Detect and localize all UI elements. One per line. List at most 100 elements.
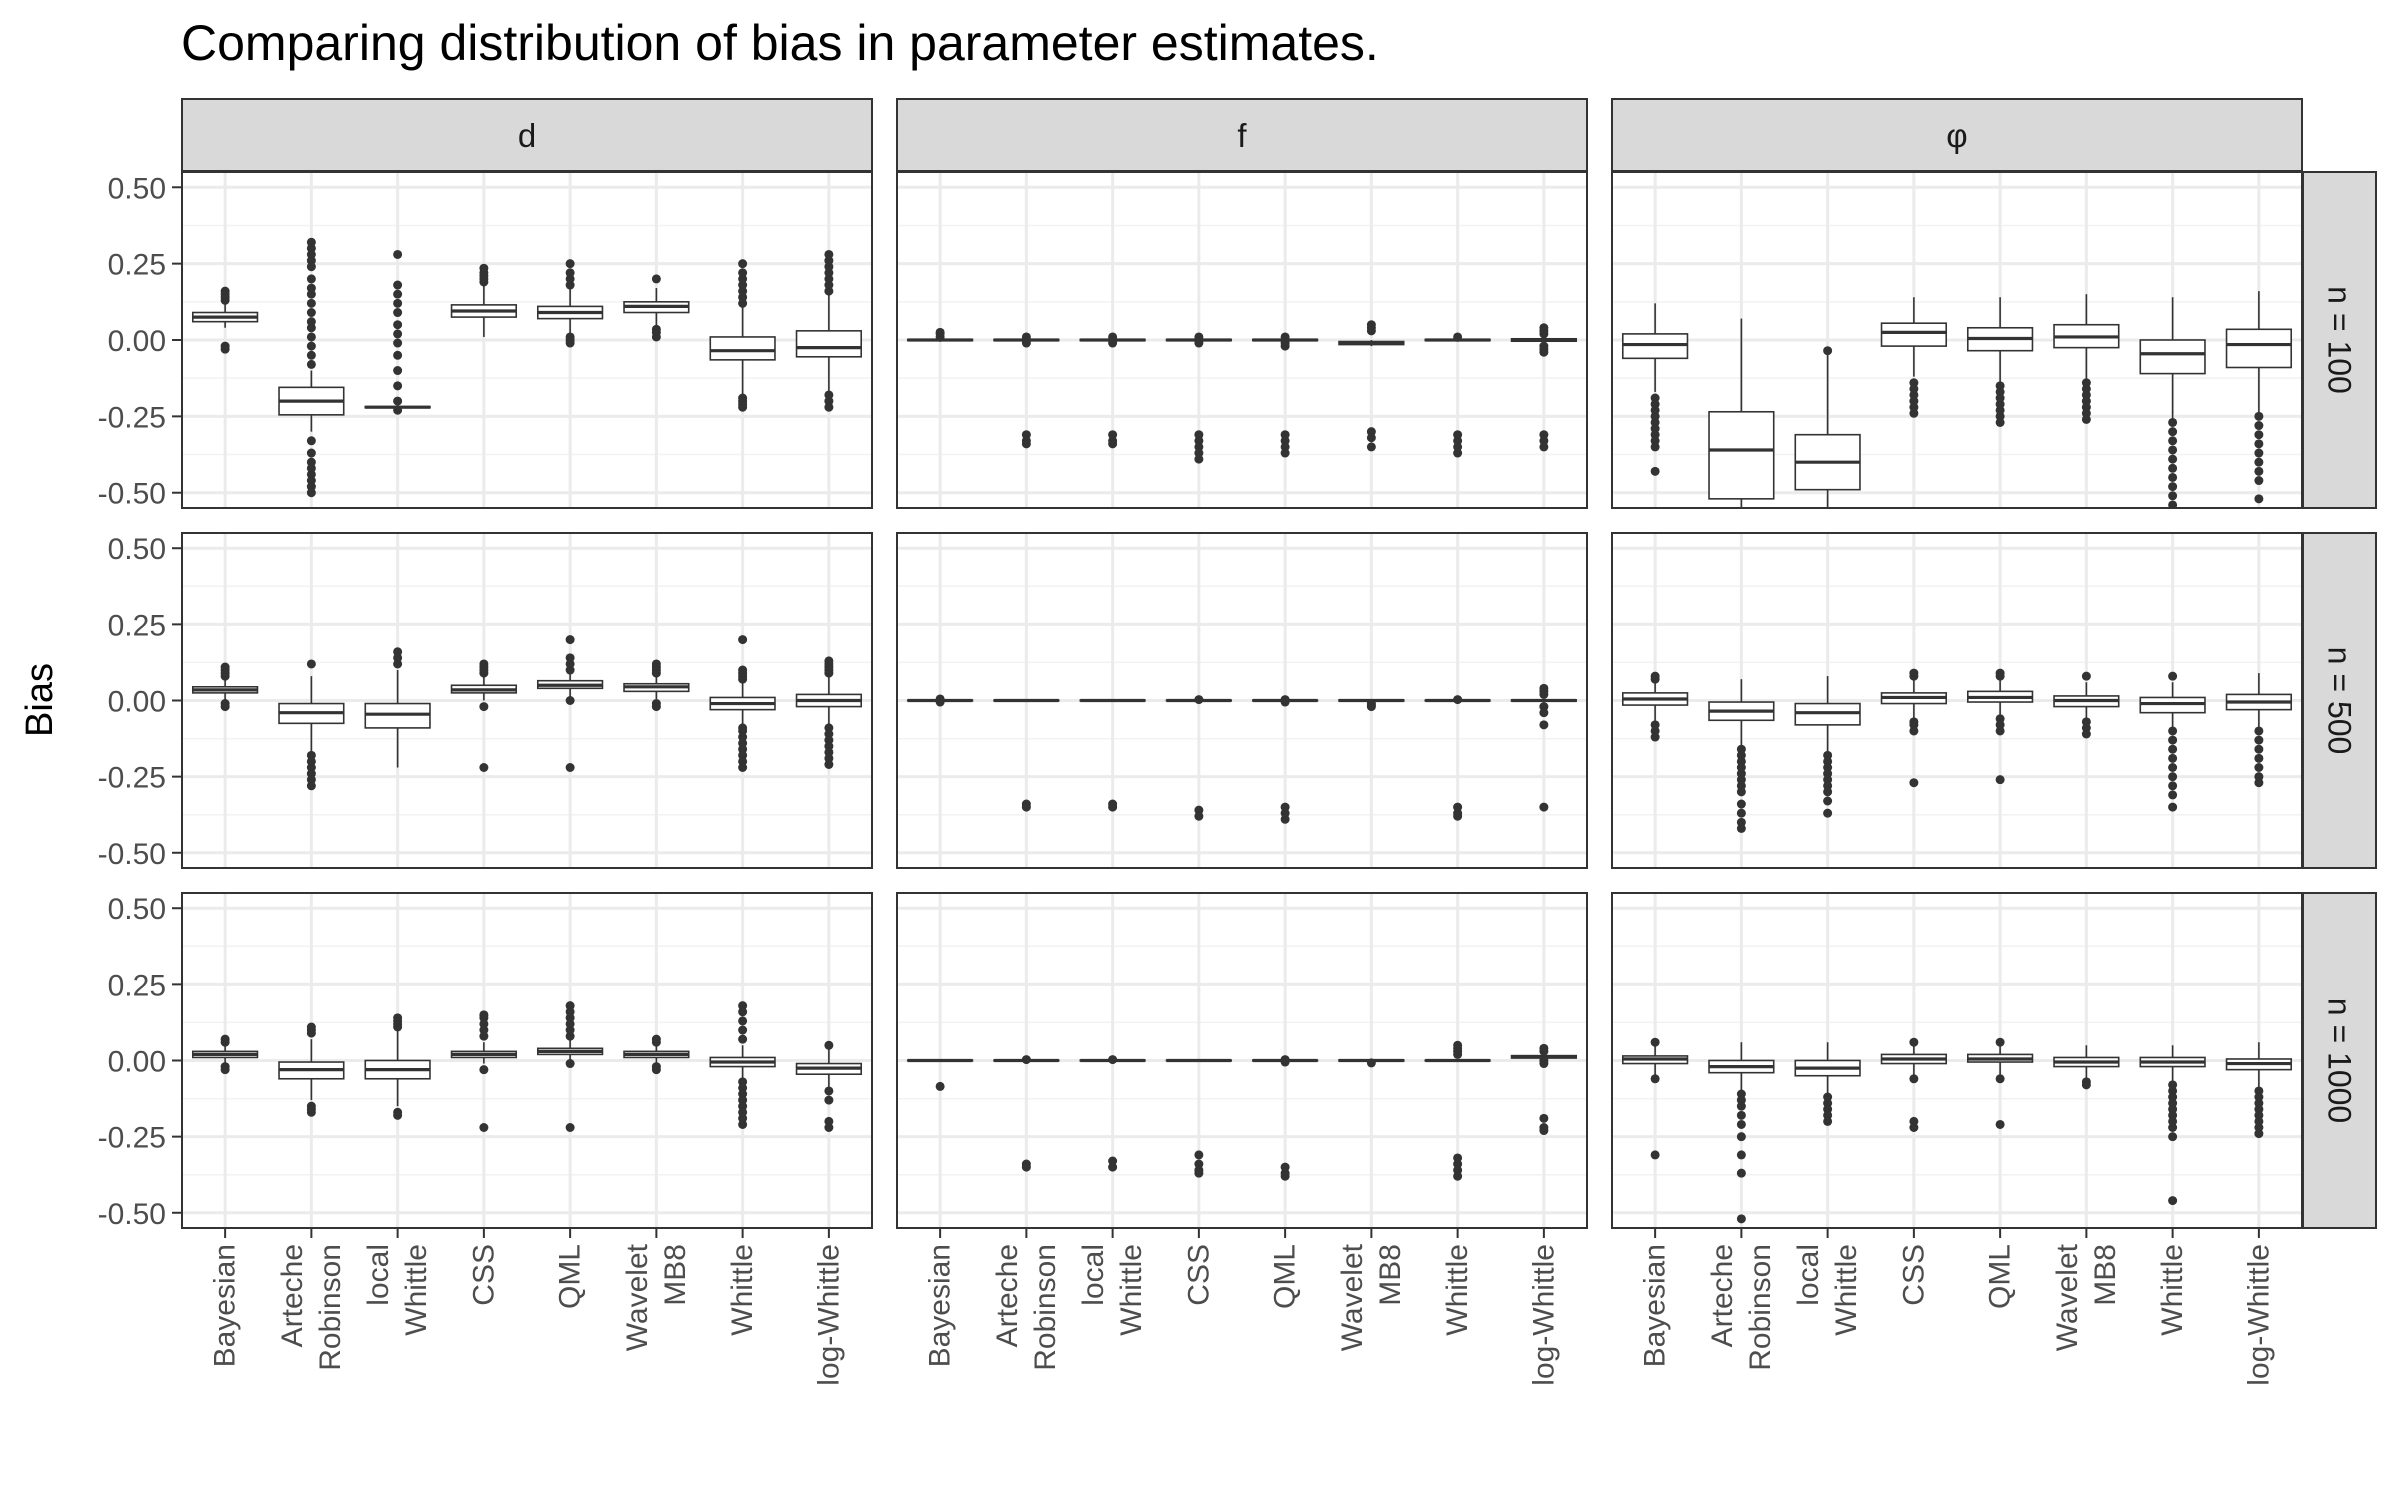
outlier-point xyxy=(738,665,748,675)
x-tick-label: Bayesian xyxy=(1639,1244,1672,1367)
outlier-point xyxy=(306,341,316,351)
outlier-point xyxy=(306,659,316,669)
outlier-point xyxy=(1194,454,1204,464)
panel-r2-c0 xyxy=(181,892,873,1229)
outlier-point xyxy=(1909,668,1919,678)
outlier-point xyxy=(393,647,403,657)
outlier-point xyxy=(2254,1129,2264,1139)
x-tick-label: MB8 xyxy=(1374,1244,1407,1306)
box-3 xyxy=(1880,297,1948,418)
box-0 xyxy=(1621,303,1689,476)
outlier-point xyxy=(824,759,834,769)
outlier-point xyxy=(393,1110,403,1120)
outlier-point xyxy=(1453,811,1463,821)
box-3 xyxy=(450,263,518,337)
box-3 xyxy=(1165,695,1233,821)
outlier-point xyxy=(393,1013,403,1023)
outlier-point xyxy=(1453,332,1463,342)
box-5 xyxy=(623,1034,690,1075)
outlier-point xyxy=(1539,802,1549,812)
outlier-point xyxy=(2168,454,2178,464)
outlier-point xyxy=(479,1123,489,1132)
y-tick-label: 0.50 xyxy=(108,172,166,205)
outlier-point xyxy=(306,289,316,299)
box-7 xyxy=(795,1040,863,1132)
outlier-point xyxy=(1995,1037,2005,1047)
box-body xyxy=(1880,322,1948,347)
box-5 xyxy=(623,274,690,342)
outlier-point xyxy=(1736,1119,1746,1129)
outlier-point xyxy=(1823,346,1833,356)
outlier-point xyxy=(306,781,316,791)
outlier-point xyxy=(306,298,316,308)
box-7 xyxy=(1510,1043,1578,1136)
outlier-point xyxy=(2168,1132,2178,1142)
outlier-point xyxy=(2168,744,2178,754)
box-0 xyxy=(906,327,974,342)
outlier-point xyxy=(651,332,661,342)
row-label-1: n = 500 xyxy=(2322,647,2358,755)
outlier-point xyxy=(1366,442,1376,452)
x-tick-label: local xyxy=(1792,1244,1825,1306)
outlier-point xyxy=(1194,695,1204,705)
outlier-point xyxy=(1366,1058,1376,1068)
box-3 xyxy=(1165,1058,1233,1178)
outlier-point xyxy=(1823,1116,1833,1126)
outlier-point xyxy=(1280,1171,1290,1181)
box-1 xyxy=(1708,1042,1775,1224)
outlier-point xyxy=(1539,1113,1549,1123)
outlier-point xyxy=(393,249,403,259)
outlier-point xyxy=(1539,1043,1549,1053)
outlier-point xyxy=(1909,1074,1919,1084)
box-3 xyxy=(1165,332,1233,464)
outlier-point xyxy=(2168,427,2178,437)
box-body xyxy=(2225,328,2293,369)
outlier-point xyxy=(2168,781,2178,791)
box-7 xyxy=(2225,1042,2293,1139)
outlier-point xyxy=(1736,1101,1746,1111)
box-7 xyxy=(1510,323,1578,452)
x-tick-label: Whittle xyxy=(1115,1244,1148,1336)
x-tick-label: Arteche xyxy=(991,1244,1024,1347)
outlier-point xyxy=(1995,726,2005,736)
outlier-point xyxy=(393,350,403,360)
box-4 xyxy=(1966,1037,2034,1129)
outlier-point xyxy=(565,635,575,645)
x-tick-label: Bayesian xyxy=(209,1244,242,1367)
outlier-point xyxy=(1650,442,1660,452)
x-tick-label: CSS xyxy=(467,1244,500,1306)
facet-strip-0 xyxy=(181,98,873,172)
box-0 xyxy=(906,1058,974,1091)
box-1 xyxy=(278,1022,345,1117)
outlier-point xyxy=(1453,448,1463,458)
box-2 xyxy=(364,647,431,768)
outlier-point xyxy=(1736,799,1746,809)
box-2 xyxy=(1794,676,1861,818)
box-0 xyxy=(1621,671,1689,742)
box-2 xyxy=(1794,346,1861,508)
outlier-point xyxy=(2254,494,2264,504)
box-body xyxy=(795,330,863,358)
outlier-point xyxy=(1823,808,1833,818)
outlier-point xyxy=(2254,448,2264,458)
outlier-point xyxy=(1995,417,2005,427)
panel-border xyxy=(896,171,1588,509)
box-2 xyxy=(1079,698,1146,812)
outlier-point xyxy=(479,702,489,712)
outlier-point xyxy=(1909,726,1919,736)
outlier-point xyxy=(565,1123,575,1132)
box-1 xyxy=(1708,318,1775,508)
box-3 xyxy=(450,1010,518,1132)
outlier-point xyxy=(2168,491,2178,501)
outlier-point xyxy=(651,1065,661,1075)
outlier-point xyxy=(2168,753,2178,763)
outlier-point xyxy=(565,1001,575,1011)
outlier-point xyxy=(824,1086,834,1096)
outlier-point xyxy=(1194,338,1204,348)
box-3 xyxy=(1880,1037,1948,1132)
box-6 xyxy=(2139,297,2206,508)
outlier-point xyxy=(1539,708,1549,718)
outlier-point xyxy=(1650,1074,1660,1084)
x-tick-label: QML xyxy=(554,1244,587,1309)
